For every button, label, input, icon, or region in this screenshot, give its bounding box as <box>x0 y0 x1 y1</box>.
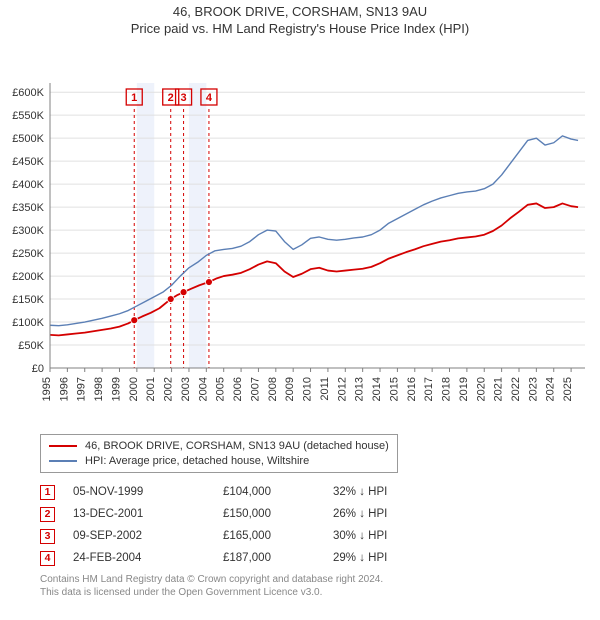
footer-attribution: Contains HM Land Registry data © Crown c… <box>40 573 586 599</box>
svg-text:2014: 2014 <box>371 377 383 401</box>
transaction-date: 09-SEP-2002 <box>73 530 223 542</box>
svg-text:2023: 2023 <box>527 377 539 401</box>
svg-text:2013: 2013 <box>354 377 366 401</box>
svg-text:2006: 2006 <box>232 377 244 401</box>
chart-subtitle: Price paid vs. HM Land Registry's House … <box>0 21 600 38</box>
transaction-price: £150,000 <box>223 508 333 520</box>
transaction-diff: 29% ↓ HPI <box>333 552 443 564</box>
svg-text:£400K: £400K <box>12 179 44 191</box>
transaction-marker: 1 <box>40 485 55 500</box>
svg-text:1995: 1995 <box>41 377 53 401</box>
transaction-diff: 30% ↓ HPI <box>333 530 443 542</box>
svg-text:£350K: £350K <box>12 202 44 214</box>
footer-line-2: This data is licensed under the Open Gov… <box>40 586 586 599</box>
transaction-row: 2 13-DEC-2001£150,00026% ↓ HPI <box>40 503 586 525</box>
svg-text:2022: 2022 <box>510 377 522 401</box>
transaction-date: 13-DEC-2001 <box>73 508 223 520</box>
transaction-price: £104,000 <box>223 486 333 498</box>
svg-text:£500K: £500K <box>12 133 44 145</box>
svg-text:2008: 2008 <box>267 377 279 401</box>
svg-text:2017: 2017 <box>423 377 435 401</box>
svg-text:1: 1 <box>131 92 137 104</box>
svg-text:2003: 2003 <box>180 377 192 401</box>
svg-text:£200K: £200K <box>12 271 44 283</box>
svg-text:2005: 2005 <box>215 377 227 401</box>
svg-text:2019: 2019 <box>458 377 470 401</box>
chart-area: £0 £50K £100K £150K £200K £250K £300K £350K £400… <box>0 38 600 428</box>
svg-text:£450K: £450K <box>12 156 44 168</box>
legend-box: 46, BROOK DRIVE, CORSHAM, SN13 9AU (deta… <box>40 434 398 474</box>
svg-text:2020: 2020 <box>475 377 487 401</box>
svg-text:£300K: £300K <box>12 225 44 237</box>
svg-text:£100K: £100K <box>12 317 44 329</box>
svg-text:2018: 2018 <box>441 377 453 401</box>
transaction-diff: 32% ↓ HPI <box>333 486 443 498</box>
svg-text:£150K: £150K <box>12 294 44 306</box>
transaction-marker: 4 <box>40 551 55 566</box>
legend-label: 46, BROOK DRIVE, CORSHAM, SN13 9AU (deta… <box>85 439 389 454</box>
transaction-date: 05-NOV-1999 <box>73 486 223 498</box>
legend-row: HPI: Average price, detached house, Wilt… <box>49 454 389 469</box>
svg-text:2007: 2007 <box>249 377 261 401</box>
transaction-diff: 26% ↓ HPI <box>333 508 443 520</box>
transaction-row: 1 05-NOV-1999£104,00032% ↓ HPI <box>40 481 586 503</box>
svg-text:2010: 2010 <box>302 377 314 401</box>
legend-swatch <box>49 460 77 462</box>
svg-text:2011: 2011 <box>319 377 331 401</box>
transaction-row: 3 09-SEP-2002£165,00030% ↓ HPI <box>40 525 586 547</box>
legend-swatch <box>49 445 77 447</box>
svg-text:£50K: £50K <box>18 340 44 352</box>
transaction-date: 24-FEB-2004 <box>73 552 223 564</box>
chart-svg: £0 £50K £100K £150K £200K £250K £300K £350K £400… <box>0 38 600 428</box>
svg-text:1996: 1996 <box>58 377 70 401</box>
svg-text:2002: 2002 <box>163 377 175 401</box>
svg-text:£0: £0 <box>32 363 44 375</box>
svg-text:4: 4 <box>206 92 213 104</box>
svg-text:2016: 2016 <box>406 377 418 401</box>
transaction-marker: 3 <box>40 529 55 544</box>
svg-text:3: 3 <box>181 92 187 104</box>
figure-container: 46, BROOK DRIVE, CORSHAM, SN13 9AU Price… <box>0 0 600 620</box>
svg-text:1999: 1999 <box>110 377 122 401</box>
svg-text:2: 2 <box>168 92 174 104</box>
chart-title: 46, BROOK DRIVE, CORSHAM, SN13 9AU <box>0 0 600 21</box>
svg-text:2025: 2025 <box>562 377 574 401</box>
transaction-row: 4 24-FEB-2004£187,00029% ↓ HPI <box>40 547 586 569</box>
transaction-price: £165,000 <box>223 530 333 542</box>
svg-text:2021: 2021 <box>493 377 505 401</box>
svg-text:2015: 2015 <box>388 377 400 401</box>
transactions-table: 1 05-NOV-1999£104,00032% ↓ HPI 2 13-DEC-200… <box>40 481 586 569</box>
legend-row: 46, BROOK DRIVE, CORSHAM, SN13 9AU (deta… <box>49 439 389 454</box>
svg-text:1998: 1998 <box>93 377 105 401</box>
svg-text:1997: 1997 <box>76 377 88 401</box>
transaction-marker: 2 <box>40 507 55 522</box>
svg-text:2024: 2024 <box>545 377 557 401</box>
transaction-price: £187,000 <box>223 552 333 564</box>
svg-text:2012: 2012 <box>336 377 348 401</box>
legend-label: HPI: Average price, detached house, Wilt… <box>85 454 309 469</box>
svg-text:2004: 2004 <box>197 377 209 401</box>
svg-text:2009: 2009 <box>284 377 296 401</box>
svg-text:£250K: £250K <box>12 248 44 260</box>
svg-text:£600K: £600K <box>12 87 44 99</box>
footer-line-1: Contains HM Land Registry data © Crown c… <box>40 573 586 586</box>
svg-text:2001: 2001 <box>145 377 157 401</box>
svg-text:2000: 2000 <box>128 377 140 401</box>
svg-text:£550K: £550K <box>12 110 44 122</box>
